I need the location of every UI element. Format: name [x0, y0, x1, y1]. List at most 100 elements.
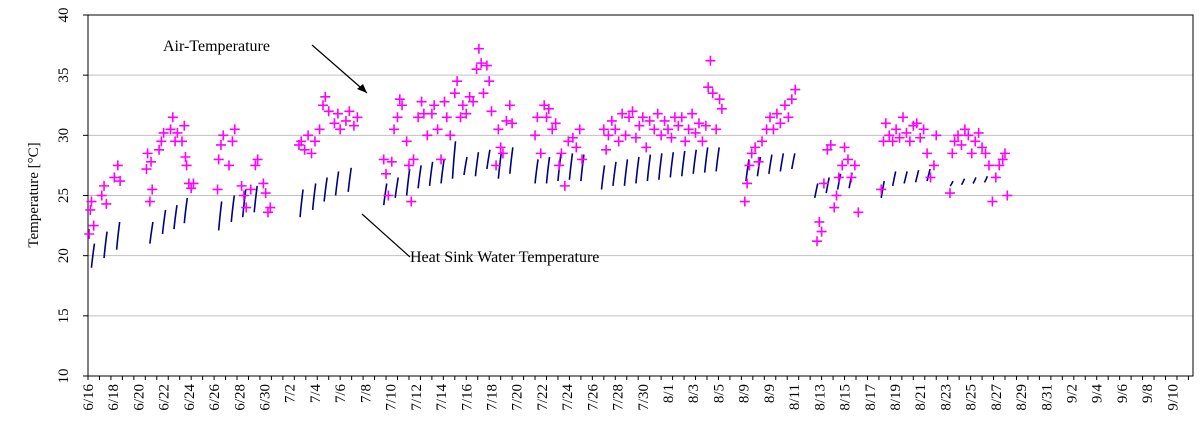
x-tick-label: 8/9 — [737, 384, 753, 403]
air-temperature-point — [262, 207, 273, 218]
air-temperature-point — [606, 115, 617, 126]
air-temperature-point — [897, 112, 908, 123]
water-temperature-trace — [334, 171, 340, 196]
y-tick-label: 20 — [56, 248, 72, 263]
air-temperature-point — [101, 198, 112, 209]
air-temperature-point — [846, 172, 857, 183]
air-temperature-point — [922, 148, 933, 159]
air-temperature-point — [711, 124, 722, 135]
air-temperature-point — [179, 120, 190, 131]
water-temperature-trace — [509, 147, 514, 174]
water-temperature-trace — [903, 171, 908, 184]
air-temperature-point — [673, 120, 684, 131]
air-temperature-point — [541, 112, 552, 123]
water-temperature-annotation: Heat Sink Water Temperature — [410, 249, 599, 266]
air-temperature-point — [180, 151, 191, 162]
air-temperature-point — [156, 136, 167, 147]
air-temperature-point — [901, 127, 912, 138]
air-temperature-point — [630, 132, 641, 143]
x-tick-label: 8/13 — [812, 384, 828, 411]
air-temperature-point — [154, 144, 165, 155]
x-tick-label: 7/2 — [283, 384, 299, 403]
water-temperature-trace — [440, 159, 445, 184]
air-temperature-point — [213, 154, 224, 165]
y-tick-label: 40 — [56, 8, 72, 23]
air-temperature-point — [559, 180, 570, 191]
water-temperature-trace — [183, 197, 189, 224]
air-temperature-point — [768, 124, 779, 135]
air-temperature-point — [742, 178, 753, 189]
air-temperature-annotation: Air-Temperature — [163, 38, 270, 55]
air-temperature-point — [188, 178, 199, 189]
air-temperature-point — [994, 160, 1005, 171]
air-temperature-point — [215, 139, 226, 150]
x-tick-label: 6/28 — [232, 384, 248, 411]
air-temperature-point — [700, 120, 711, 131]
x-tick-label: 7/12 — [409, 384, 425, 411]
water-temperature-trace — [825, 177, 830, 194]
air-temperature-point — [556, 148, 567, 159]
air-temperature-point — [497, 148, 508, 159]
x-tick-label: 7/10 — [384, 384, 400, 411]
water-temperature-trace — [217, 201, 223, 231]
air-temperature-point — [598, 124, 609, 135]
water-temperature-trace — [756, 156, 762, 177]
air-temperature-point — [306, 148, 317, 159]
air-temperature-point — [977, 142, 988, 153]
air-temperature-point — [176, 136, 187, 147]
air-temperature-point — [990, 172, 1001, 183]
water-temperature-trace — [658, 153, 663, 180]
air-temperature-point — [610, 124, 621, 135]
air-temperature-point — [439, 96, 450, 107]
water-temperature-trace — [635, 156, 640, 184]
air-temperature-point — [495, 142, 506, 153]
x-tick-label: 7/14 — [434, 384, 450, 411]
air-temperature-point — [931, 130, 942, 141]
x-tick-label: 6/26 — [207, 384, 223, 411]
air-temperature-point — [911, 118, 922, 129]
air-temperature-point — [603, 130, 614, 141]
air-temperature-point — [172, 127, 183, 138]
air-temperature-point — [394, 94, 405, 105]
y-axis-label: Temperature [°C] — [26, 142, 42, 247]
water-temperature-trace — [949, 180, 954, 187]
water-temperature-trace — [474, 152, 480, 177]
air-temperature-point — [146, 156, 157, 167]
water-temperature-trace — [880, 180, 886, 199]
y-axis-ticks: 10 15 20 25 30 35 40 — [56, 8, 88, 384]
air-temperature-point — [445, 130, 456, 141]
x-tick-label: 6/30 — [258, 384, 274, 411]
x-tick-label: 6/18 — [106, 384, 122, 411]
x-tick-label: 7/24 — [560, 384, 576, 411]
air-temperature-point — [252, 154, 263, 165]
air-temperature-point — [299, 144, 310, 155]
air-temperature-point — [229, 124, 240, 135]
air-temperature-point — [397, 100, 408, 111]
air-temperature-point — [970, 136, 981, 147]
air-temperature-point — [449, 88, 460, 99]
air-temperature-point — [491, 160, 502, 171]
y-tick-label: 10 — [56, 369, 72, 384]
air-temperature-point — [530, 130, 541, 141]
air-temperature-point — [624, 112, 635, 123]
air-temperature-point — [842, 154, 853, 165]
air-temperature-point — [260, 188, 271, 199]
air-temperature-point — [144, 196, 155, 207]
x-tick-label: 8/17 — [863, 384, 879, 411]
x-tick-label: 9/8 — [1140, 384, 1156, 403]
water-temperature-trace — [960, 178, 966, 186]
air-temperature-point — [831, 190, 842, 201]
air-temperature-point — [577, 154, 588, 165]
air-temperature-point — [212, 184, 223, 195]
water-temperature-trace — [534, 159, 539, 184]
air-temperature-point — [746, 148, 757, 159]
air-temperature-point — [461, 108, 472, 119]
air-temperature-point — [987, 196, 998, 207]
air-temperature-point — [473, 43, 484, 54]
air-temperature-point — [744, 160, 755, 171]
air-temperature-point — [574, 124, 585, 135]
air-temperature-point — [471, 64, 482, 75]
x-tick-label: 8/5 — [711, 384, 727, 403]
air-temperature-point — [904, 136, 915, 147]
air-temperature-point — [956, 139, 967, 150]
